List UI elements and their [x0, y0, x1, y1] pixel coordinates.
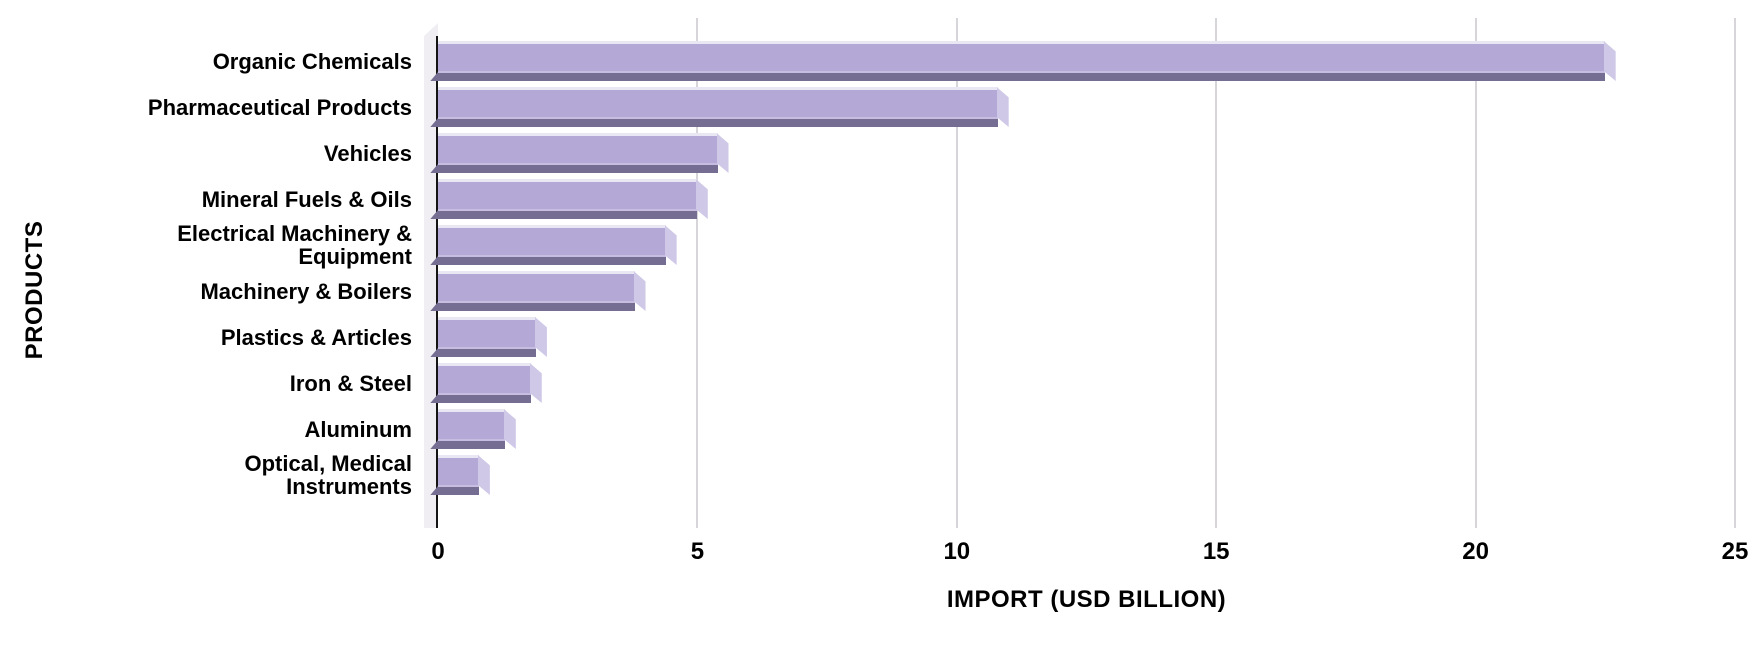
- x-tick-label-0: 0: [431, 538, 445, 565]
- label-row: Pharmaceutical Products: [0, 84, 412, 130]
- bar-shadow: [438, 117, 998, 127]
- bar-end-cap: [529, 363, 542, 403]
- bar-end-cap: [996, 87, 1009, 127]
- bar-row: [430, 406, 1735, 452]
- bar-vehicles: [430, 133, 729, 173]
- bar-shadow: [438, 71, 1605, 81]
- bar-shadow: [438, 439, 505, 449]
- x-tick-label-25: 25: [1721, 538, 1749, 565]
- bar-electrical-machinery-equipment: [430, 225, 677, 265]
- gridline-10: [955, 18, 958, 528]
- gridline-20: [1474, 18, 1477, 528]
- bar-iron-steel: [430, 363, 542, 403]
- bar-face: [438, 179, 697, 209]
- x-tick-label-20: 20: [1462, 538, 1489, 565]
- bar-shadow: [438, 393, 531, 403]
- bar-face: [438, 409, 505, 439]
- bar-shadow: [438, 485, 479, 495]
- bar-row: [430, 222, 1735, 268]
- label-row: Optical, Medical Instruments: [0, 451, 413, 499]
- bar-end-cap: [716, 133, 729, 173]
- bar-row: [430, 84, 1735, 130]
- gridline-25: [1734, 18, 1736, 528]
- label-row: Mineral Fuels & Oils: [0, 176, 412, 222]
- category-label-pharmaceutical-products: Pharmaceutical Products: [147, 94, 412, 120]
- category-label-optical-medical-instruments: Optical, Medical Instruments: [244, 451, 413, 499]
- category-labels: Organic Chemicals Pharmaceutical Products…: [0, 38, 413, 499]
- bar-row: [430, 130, 1735, 176]
- category-label-aluminum: Aluminum: [304, 416, 412, 442]
- category-label-vehicles: Vehicles: [323, 140, 412, 166]
- label-row: Machinery & Boilers: [0, 268, 412, 314]
- category-label-machinery-boilers: Machinery & Boilers: [200, 278, 412, 304]
- bar-optical-medical-instruments: [430, 455, 490, 495]
- label-row: Vehicles: [0, 130, 412, 176]
- bar-face: [438, 133, 718, 163]
- bar-organic-chemicals: [430, 41, 1616, 81]
- y-axis-line: [436, 36, 438, 528]
- bar-row: [430, 176, 1735, 222]
- bar-row: [430, 268, 1735, 314]
- x-tick-label-5: 5: [690, 538, 705, 565]
- bar-shadow: [438, 301, 635, 311]
- bar-face: [438, 455, 479, 485]
- label-row: Electrical Machinery & Equipment: [0, 222, 412, 268]
- bar-shadow: [438, 255, 666, 265]
- bar-shadow: [438, 347, 536, 357]
- category-label-plastics-articles: Plastics & Articles: [220, 324, 412, 350]
- bar-end-cap: [664, 225, 677, 265]
- bar-end-cap: [503, 409, 516, 449]
- bar-end-cap: [477, 455, 490, 495]
- bar-face: [438, 317, 536, 347]
- label-row: Plastics & Articles: [0, 314, 412, 360]
- bars: [430, 38, 1735, 498]
- bar-face: [438, 41, 1605, 71]
- bar-shadow: [438, 163, 718, 173]
- bar-face: [438, 363, 531, 393]
- bar-row: [430, 314, 1735, 360]
- category-label-electrical-machinery-equipment: Electrical Machinery & Equipment: [177, 221, 412, 269]
- bar-row: [430, 38, 1735, 84]
- bar-pharmaceutical-products: [430, 87, 1009, 127]
- bar-end-cap: [1603, 41, 1616, 81]
- bar-aluminum: [430, 409, 516, 449]
- bar-machinery-boilers: [430, 271, 646, 311]
- bar-row: [430, 452, 1735, 498]
- bar-end-cap: [695, 179, 708, 219]
- category-label-iron-steel: Iron & Steel: [289, 370, 412, 396]
- category-label-organic-chemicals: Organic Chemicals: [212, 48, 412, 74]
- bar-face: [438, 87, 998, 117]
- bar-shadow: [438, 209, 697, 219]
- gridline-15: [1215, 18, 1218, 528]
- plot-area: [424, 18, 1736, 528]
- category-label-mineral-fuels-oils: Mineral Fuels & Oils: [201, 186, 412, 212]
- gridline-5: [696, 18, 699, 528]
- bar-end-cap: [534, 317, 547, 357]
- bar-plastics-articles: [430, 317, 547, 357]
- bar-row: [430, 360, 1735, 406]
- bar-mineral-fuels-oils: [430, 179, 708, 219]
- x-tick-label-10: 10: [943, 538, 971, 565]
- bar-end-cap: [633, 271, 646, 311]
- label-row: Iron & Steel: [0, 360, 412, 406]
- label-row: Organic Chemicals: [0, 38, 412, 84]
- bar-face: [438, 271, 635, 301]
- x-tick-label-15: 15: [1202, 538, 1230, 565]
- label-row: Aluminum: [0, 406, 412, 452]
- bar-face: [438, 225, 666, 255]
- x-axis-title: IMPORT (USD BILLION): [946, 586, 1227, 613]
